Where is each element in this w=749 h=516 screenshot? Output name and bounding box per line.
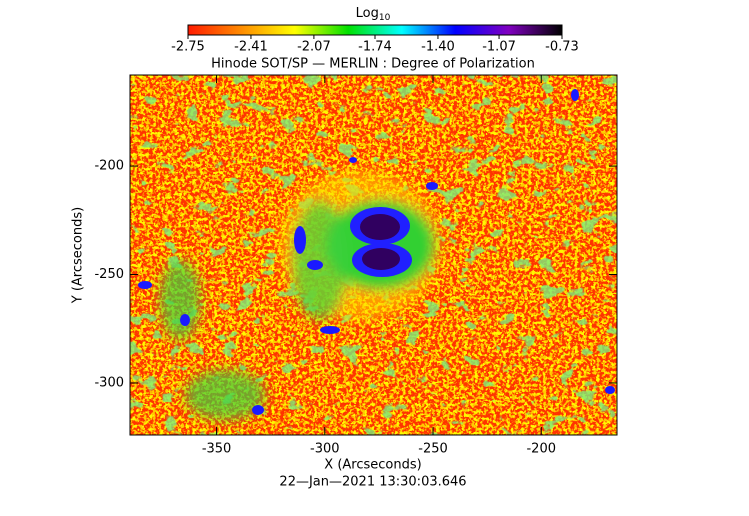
colorbar-tick-label: -1.07	[482, 40, 516, 55]
colorbar-tick-label: -2.75	[171, 40, 205, 55]
x-tick-label: -300	[310, 442, 340, 457]
y-tick-label: -300	[94, 375, 124, 390]
y-tick-label: -200	[94, 159, 124, 174]
solar-image	[130, 75, 617, 435]
chart-title: Hinode SOT/SP — MERLIN : Degree of Polar…	[211, 57, 535, 72]
x-tick-label: -200	[526, 442, 556, 457]
y-tick-label: -250	[94, 267, 124, 282]
x-tick-label: -350	[202, 442, 232, 457]
colorbar	[187, 24, 563, 36]
footer-date: 22—Jan—2021 13:30:03.646	[279, 475, 466, 490]
colorbar-tick-label: -2.41	[234, 40, 268, 55]
plot-frame	[129, 74, 618, 436]
colorbar-tick-label: -0.73	[545, 40, 579, 55]
colorbar-tick-label: -2.07	[297, 40, 331, 55]
colorbar-tick-label: -1.40	[421, 40, 455, 55]
colorbar-tick-label: -1.74	[358, 40, 392, 55]
x-axis-label: X (Arcseconds)	[324, 458, 421, 473]
y-axis-label: Y (Arcseconds)	[71, 207, 86, 304]
colorbar-title: Log10	[356, 6, 391, 23]
x-tick-label: -250	[418, 442, 448, 457]
